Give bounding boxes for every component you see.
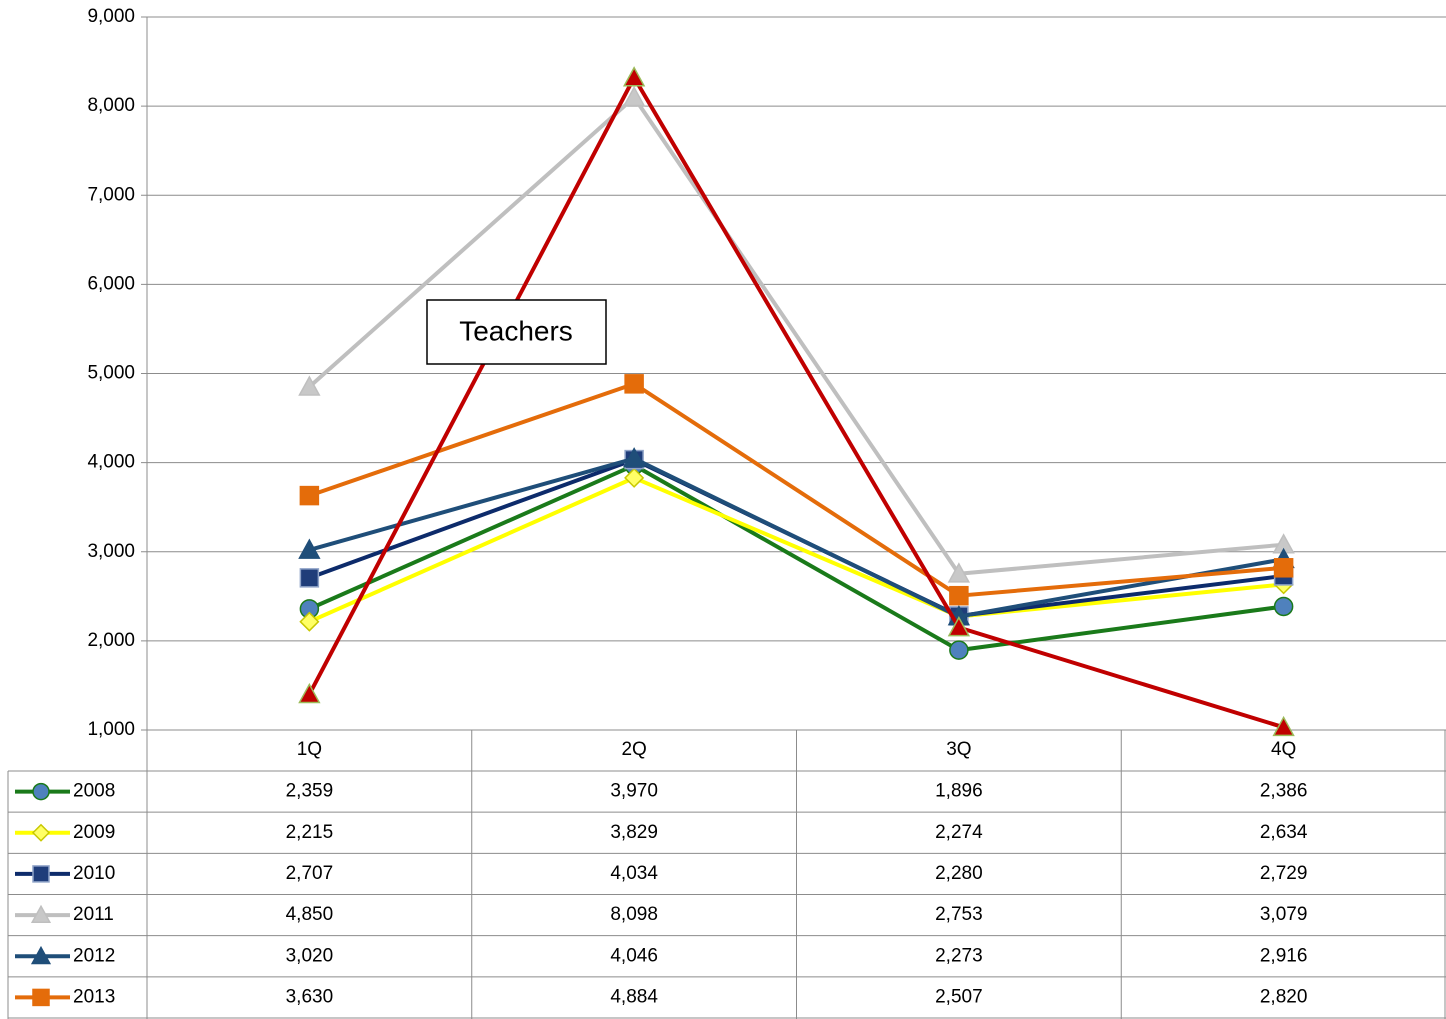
series-line: [308, 456, 1284, 619]
table-cell: 2,274: [935, 822, 983, 843]
marker: [30, 945, 52, 965]
table-cell: 1,896: [935, 781, 983, 802]
marker: [947, 616, 971, 637]
legend-label: 2009: [73, 822, 115, 843]
table-cell: 2,916: [1260, 945, 1308, 966]
x-tick-label: 1Q: [297, 739, 322, 760]
marker: [622, 447, 646, 468]
table-cell: 3,020: [286, 945, 334, 966]
table-cell: 4,034: [610, 863, 658, 884]
marker: [32, 988, 50, 1007]
table-cell: 8,098: [610, 904, 658, 925]
table-cell: 2,359: [286, 781, 334, 802]
table-cell: 3,630: [286, 986, 334, 1007]
x-tick-label: 4Q: [1271, 739, 1296, 760]
y-tick-label: 5,000: [87, 363, 135, 384]
table-cell: 2,753: [935, 904, 983, 925]
table-cell: 2,707: [286, 863, 334, 884]
series-line: [308, 381, 1284, 598]
annotation-box: [426, 299, 607, 365]
y-tick-label: 8,000: [87, 95, 135, 116]
marker: [949, 640, 969, 660]
series-line: [307, 75, 1285, 730]
table-cell: 4,046: [610, 945, 658, 966]
legend-label: 2008: [73, 781, 115, 802]
marker: [622, 85, 646, 107]
marker: [624, 467, 645, 488]
marker: [624, 374, 644, 394]
marker: [299, 568, 320, 588]
marker: [298, 538, 321, 559]
marker: [1272, 715, 1295, 737]
marker: [298, 682, 321, 704]
table-cell: 3,079: [1260, 904, 1308, 925]
y-tick-label: 6,000: [87, 273, 135, 294]
series-line: [308, 95, 1284, 576]
y-tick-label: 3,000: [87, 541, 135, 562]
x-tick-label: 2Q: [621, 739, 646, 760]
y-tick-label: 4,000: [87, 452, 135, 473]
marker: [1273, 558, 1294, 578]
x-tick-label: 3Q: [946, 739, 971, 760]
table-cell: 4,850: [286, 904, 334, 925]
table-cell: 2,729: [1260, 863, 1308, 884]
table-cell: 2,820: [1260, 986, 1308, 1007]
table-cell: 2,280: [935, 863, 983, 884]
table-cell: 2,273: [935, 945, 983, 966]
annotation: Teachers: [459, 315, 573, 346]
table-cell: 2,386: [1260, 781, 1308, 802]
legend-label: 2013: [73, 986, 115, 1007]
marker: [299, 485, 320, 506]
marker: [32, 782, 50, 801]
marker: [299, 611, 320, 632]
marker: [298, 375, 321, 396]
table-cell: 3,829: [610, 822, 658, 843]
marker: [32, 865, 50, 883]
legend-label: 2010: [73, 863, 115, 884]
y-tick-label: 9,000: [87, 6, 135, 27]
marker: [31, 823, 51, 842]
marker: [30, 904, 52, 924]
y-tick-label: 1,000: [87, 719, 135, 740]
marker: [1273, 596, 1294, 617]
y-tick-label: 2,000: [87, 630, 135, 651]
table-cell: 2,215: [286, 822, 334, 843]
series-line: [308, 475, 1284, 624]
table-cell: 4,884: [610, 986, 658, 1007]
table-cell: 3,970: [610, 781, 658, 802]
table-cell: 2,634: [1260, 822, 1308, 843]
marker: [622, 66, 646, 87]
table-cell: 2,507: [935, 986, 983, 1007]
series-line: [308, 463, 1284, 653]
legend-label: 2011: [73, 904, 114, 925]
marker: [947, 562, 971, 583]
y-tick-label: 7,000: [87, 184, 135, 205]
marker: [949, 585, 969, 606]
legend-label: 2012: [73, 945, 115, 966]
